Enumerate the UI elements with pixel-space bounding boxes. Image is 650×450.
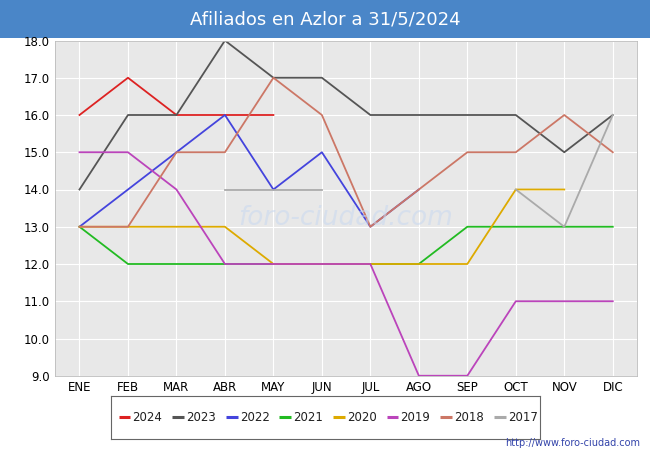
Text: 2018: 2018 [454,411,484,424]
Text: foro-ciudad.com: foro-ciudad.com [239,205,454,231]
Text: 2023: 2023 [186,411,216,424]
Text: 2021: 2021 [293,411,323,424]
Text: 2024: 2024 [133,411,162,424]
Text: 2022: 2022 [240,411,270,424]
Text: 2019: 2019 [400,411,430,424]
Text: Afiliados en Azlor a 31/5/2024: Afiliados en Azlor a 31/5/2024 [190,10,460,28]
Text: 2020: 2020 [347,411,377,424]
Text: 2017: 2017 [508,411,538,424]
Text: http://www.foro-ciudad.com: http://www.foro-ciudad.com [505,438,640,448]
